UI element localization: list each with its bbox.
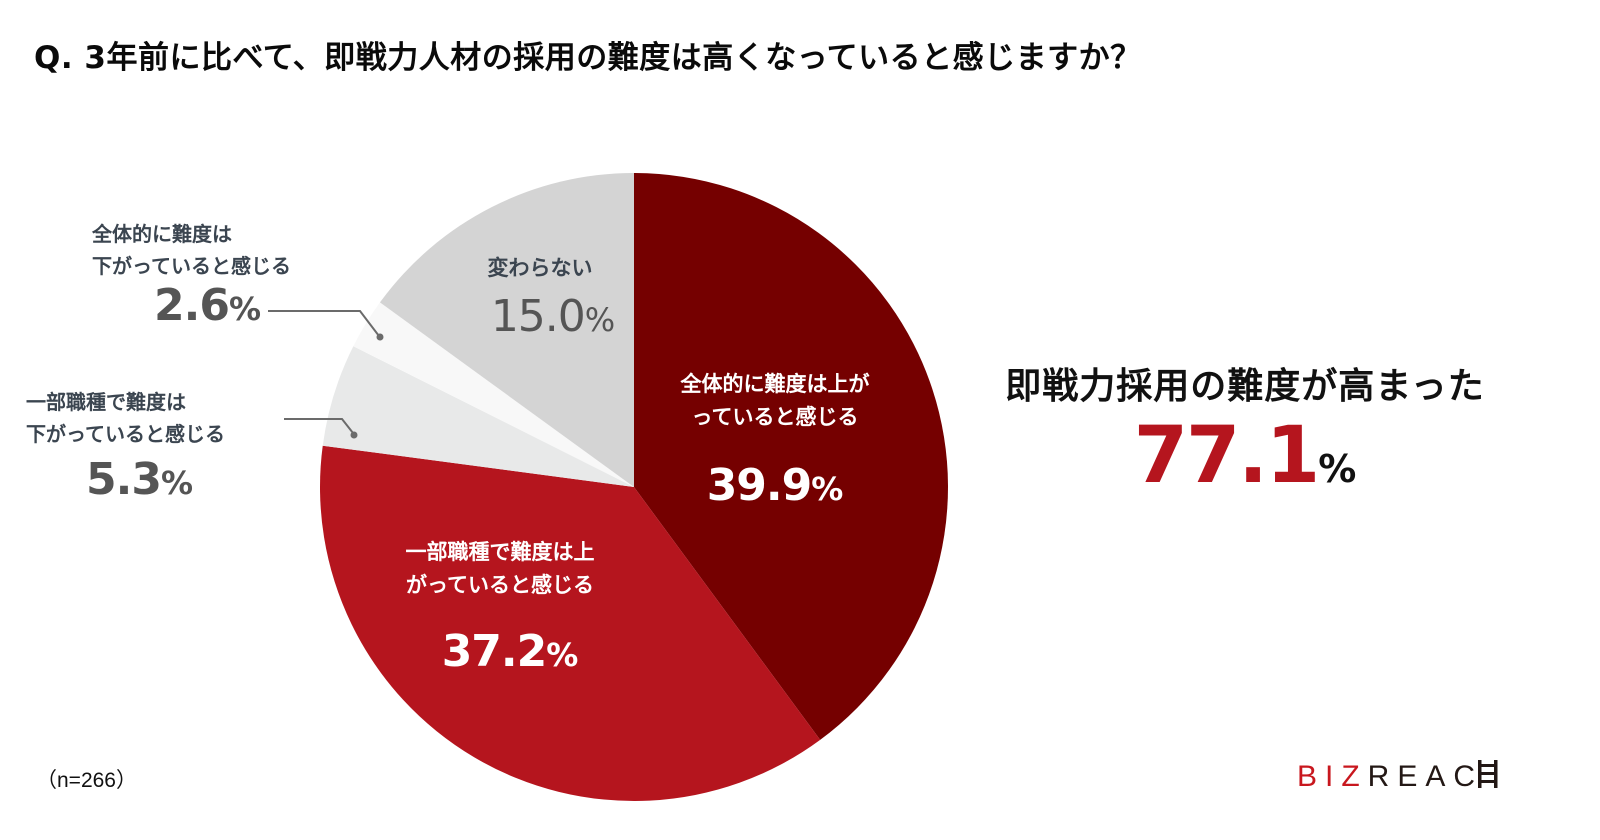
slice-label-text: 一部職種で難度は上	[405, 540, 595, 564]
slice-label-overall-down: 全体的に難度は 下がっていると感じる 2.6%	[92, 218, 291, 331]
slice-label-text: 下がっていると感じる	[92, 254, 291, 278]
slice-partial-up	[320, 445, 821, 802]
slice-value: 15.0%	[490, 291, 616, 342]
sample-size-note: （n=266）	[36, 769, 137, 792]
slice-no-change	[379, 173, 634, 487]
slice-overall-down	[353, 302, 634, 487]
slice-label-text: 一部職種で難度は	[26, 390, 186, 414]
leader-line-2-6	[268, 310, 384, 341]
summary-callout: 即戦力採用の難度が高まった 77.1%	[965, 357, 1525, 501]
slice-label-partial-down: 一部職種で難度は 下がっていると感じる 5.3%	[26, 386, 225, 505]
slice-label-text: 全体的に難度は	[92, 222, 232, 246]
slice-label-text: 下がっていると感じる	[26, 422, 225, 446]
slice-label-text: っていると感じる	[691, 405, 859, 429]
slice-partial-down	[322, 346, 634, 487]
leader-line-5-3	[284, 418, 358, 439]
summary-heading: 即戦力採用の難度が高まった	[1005, 366, 1485, 407]
bizreach-logo: BIZREAC	[1297, 760, 1499, 794]
slice-value: 37.2%	[441, 626, 579, 677]
chart-title: Q. 3年前に比べて、即戦力人材の採用の難度は高くなっていると感じますか？	[34, 40, 1142, 76]
slice-label-text: 全体的に難度は上が	[680, 372, 870, 396]
summary-value: 77.1%	[1133, 411, 1357, 501]
slice-label-text: がっていると感じる	[406, 573, 594, 597]
slice-overall-up	[634, 173, 949, 740]
slice-label-overall-up: 全体的に難度は上が っていると感じる 39.9%	[650, 368, 900, 511]
slice-label-partial-up: 一部職種で難度は上 がっていると感じる 37.2%	[370, 536, 630, 677]
slice-label-text: 変わらない	[487, 256, 593, 280]
slice-label-no-change: 変わらない 15.0%	[440, 252, 640, 342]
slice-value: 2.6%	[154, 280, 262, 331]
slice-value: 39.9%	[706, 460, 844, 511]
ladder-h-logo-mark-icon	[1478, 760, 1498, 788]
slice-value: 5.3%	[86, 454, 194, 505]
